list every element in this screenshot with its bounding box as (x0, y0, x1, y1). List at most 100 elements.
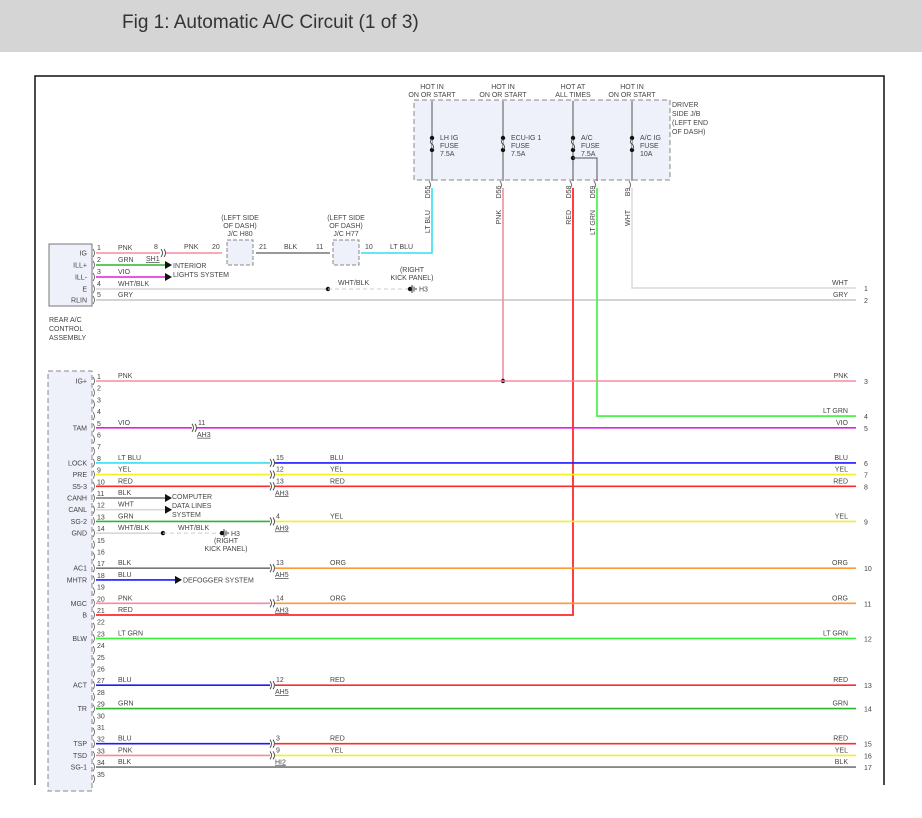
arrow-icon (175, 575, 182, 584)
wire-color-label: RED (330, 478, 345, 485)
connector-pin-number: 11 (316, 244, 323, 251)
fuse-label: 7.5A (440, 151, 455, 158)
pin-terminal-icon (593, 180, 596, 190)
wire-color-label: WHT (832, 280, 849, 287)
wire-color-label: BLK (284, 244, 298, 251)
pin-number: 9 (97, 468, 101, 475)
wire-color-label: GRN (118, 257, 134, 264)
pin-number: 19 (97, 585, 105, 592)
wire-color-label: RED (330, 677, 345, 684)
fuse-power-label: ALL TIMES (555, 92, 591, 99)
wire-color-label: BLU (118, 736, 132, 743)
wire-color-label: PNK (496, 210, 503, 225)
wire-color-label: PNK (118, 747, 133, 754)
pin-label: ILL+ (73, 263, 87, 270)
connector-id: AH9 (275, 525, 289, 532)
output-number: 16 (864, 753, 872, 760)
output-number: 8 (864, 484, 868, 491)
connector-id: AH3 (275, 490, 289, 497)
fuse-power-label: ON OR START (479, 92, 527, 99)
pin-number: 24 (97, 643, 105, 650)
pin-label: AC1 (73, 566, 87, 573)
wire-lt-blu-d55 (361, 188, 433, 254)
pin-number: 17 (97, 561, 105, 568)
output-number: 17 (864, 765, 872, 772)
connector-id: HI2 (275, 759, 286, 766)
connector-id: AH3 (197, 432, 211, 439)
pin-number: 11 (97, 491, 104, 498)
pin-number: 2 (97, 386, 101, 393)
pin-terminal-icon (92, 739, 95, 748)
pin-number: 1 (97, 374, 101, 381)
pin-terminal-icon (92, 284, 95, 294)
arrow-icon (165, 505, 172, 514)
wire-color-label: BLU (118, 677, 132, 684)
wire-color-label: ORG (330, 560, 346, 567)
wire-color-label: WHT/BLK (118, 281, 149, 288)
rear-unit-name: ASSEMBLY (49, 335, 87, 342)
connector-pin-number: 3 (276, 736, 280, 743)
fuse-terminal (500, 135, 506, 141)
pin-label: TR (78, 706, 87, 713)
pin-terminal-icon (92, 446, 95, 456)
fuse-terminal (570, 147, 576, 153)
pin-number: 27 (97, 678, 105, 685)
pin-terminal-icon (428, 180, 431, 190)
wire-color-label: GRN (118, 701, 134, 708)
fuse-label: A/C (581, 135, 593, 142)
fuse-power-label: HOT IN (491, 84, 515, 91)
pin-label: SG-2 (71, 519, 87, 526)
pin-terminal-icon (92, 762, 95, 772)
connector-pin-label: D58 (566, 185, 573, 198)
wire-color-label: LT BLU (118, 455, 141, 462)
wire-color-label: PNK (834, 373, 849, 380)
wire-color-label: WHT/BLK (178, 525, 209, 532)
fuse-label: FUSE (581, 143, 600, 150)
pin-number: 22 (97, 620, 105, 627)
pin-number: 6 (97, 433, 101, 440)
ground-location-label: KICK PANEL) (204, 546, 247, 553)
wire-color-label: RED (833, 736, 848, 743)
pin-label: TAM (73, 425, 87, 432)
junction-block-label: DRIVER (672, 102, 698, 109)
pin-number: 23 (97, 631, 105, 638)
pin-label: TSP (73, 741, 87, 748)
wire-color-label: ORG (330, 595, 346, 602)
rear-unit-name: REAR A/C (49, 317, 82, 324)
wire-color-label: PNK (118, 373, 133, 380)
arrow-icon (165, 261, 172, 269)
inline-connector-icon (269, 458, 275, 468)
fuse-terminal (500, 147, 506, 153)
pin-number: 31 (97, 725, 105, 732)
connector-pin-number: 14 (276, 595, 284, 602)
wire-color-label: PNK (184, 244, 199, 251)
pin-terminal-icon (92, 493, 95, 503)
pin-terminal-icon (92, 610, 95, 620)
pin-number: 14 (97, 526, 105, 533)
pin-terminal-icon (92, 587, 95, 596)
pin-terminal-icon (569, 180, 572, 190)
wire-color-label: YEL (330, 513, 343, 520)
pin-number: 21 (97, 608, 105, 615)
wire-color-label: LT GRN (823, 408, 848, 415)
pin-number: 25 (97, 655, 105, 662)
ground-icon (411, 285, 417, 293)
connector-pin-number: 8 (154, 244, 158, 251)
pin-label: B (82, 613, 87, 620)
wire-color-label: RED (833, 478, 848, 485)
pin-number: 10 (97, 479, 105, 486)
ground-label: H3 (419, 287, 428, 294)
fuse-branch-wire (573, 157, 598, 181)
pin-terminal-icon (92, 482, 95, 491)
pin-label: TSD (73, 753, 87, 760)
wire-color-label: BLK (118, 490, 132, 497)
pin-number: 7 (97, 444, 101, 451)
pin-label: BLW (72, 636, 87, 643)
junction-connector-label: OF DASH) (329, 223, 362, 230)
fuse-label: 7.5A (581, 151, 596, 158)
junction-dot (407, 286, 413, 292)
pin-terminal-icon (92, 575, 95, 585)
pin-terminal-icon (92, 411, 95, 421)
pin-label: CANH (67, 496, 87, 503)
